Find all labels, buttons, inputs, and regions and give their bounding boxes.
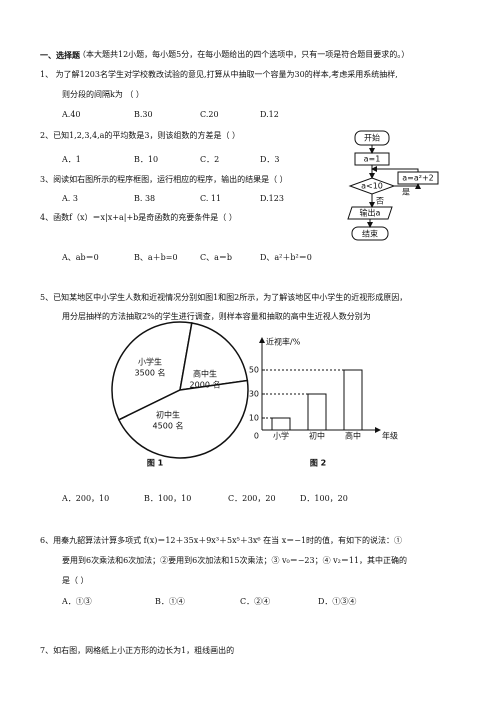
question-text: 要用到6次乘法和6次加法；②要用到6次加法和15次乘法；③ v₀＝−23；④ v… (62, 556, 408, 565)
option: B．10 (134, 155, 159, 164)
flow-text: 结束 (362, 229, 378, 239)
figure-caption: 图 1 (147, 459, 164, 468)
option: C．②④ (240, 597, 271, 606)
option: D.123 (260, 194, 284, 203)
option: B．①④ (155, 597, 185, 606)
question-text: 2、已知1,2,3,4,a的平均数是3，则该组数的方差是（ ） (40, 131, 241, 140)
option: A．1 (62, 155, 81, 164)
flow-text: 开始 (364, 133, 380, 143)
question-text: 6、用秦九韶算法计算多项式 f(x)＝12＋35x＋9x³＋5x⁵＋3x⁶ 在当… (40, 536, 403, 545)
question-text: 是（ ） (62, 576, 89, 585)
option: A．200，10 (62, 494, 110, 503)
option: C. 11 (200, 194, 222, 203)
flow-text: 否 (376, 197, 384, 206)
question-text: 4、函数f（x）＝x|x+a|+b是奇函数的充要条件是（ ） (40, 213, 237, 222)
question-text: 1、 为了解1203名学生对学校教改试验的意见,打算从中抽取一个容量为30的样本… (40, 70, 398, 79)
question-text: 3、阅读如右图所示的程序框图，运行相应的程序，输出的结果是（ ） (40, 175, 288, 184)
option: D、a²＋b²＝0 (260, 253, 312, 262)
bar (307, 393, 327, 431)
option: C．2 (200, 155, 220, 164)
pie-slice (179, 322, 249, 391)
x-tick-label: 小学 (273, 431, 289, 441)
slice-label: 小学生 (138, 357, 162, 367)
x-tick-label: 初中 (309, 431, 325, 441)
option: D.12 (260, 110, 279, 119)
slice-label: 高中生 (193, 369, 217, 379)
option: B. 38 (134, 194, 156, 203)
arrow (394, 183, 421, 189)
option: A. 3 (62, 194, 78, 203)
bar (271, 417, 291, 431)
option: B．100，10 (144, 494, 192, 503)
pie-slice (111, 321, 193, 421)
option: A、ab＝0 (62, 253, 99, 262)
option: C、a＝b (200, 253, 233, 262)
instructions: （本大题共12小题，每小题5分，在每小题给出的四个选项中，只有一项是符合题目要求… (78, 50, 410, 59)
question-text: 则分段的间隔k为 （ ） (62, 90, 144, 99)
y-tick-label: 0 (254, 432, 259, 441)
flow-text: a<10 (361, 182, 383, 191)
question-text: 5、已知某地区中小学生人数和近视情况分别如图1和图2所示，为了解该地区中小学生的… (40, 293, 408, 302)
flow-text: a=a²+2 (402, 174, 434, 183)
slice-label: 初中生 (156, 410, 180, 420)
slice-value: 4500 名 (153, 421, 184, 431)
option: C．200，20 (228, 494, 276, 503)
option: A．①③ (62, 597, 92, 606)
x-tick-label: 高中 (345, 431, 361, 441)
y-tick-label: 10 (249, 414, 259, 423)
flow-text: a=1 (364, 155, 381, 164)
flow-text: 输出a (360, 208, 381, 218)
x-axis-label: 年级 (382, 431, 398, 441)
question-text: 用分层抽样的方法抽取2%的学生进行调查，则样本容量和抽取的高中生近视人数分别为 (62, 312, 371, 321)
slice-value: 3500 名 (135, 368, 166, 378)
option: B、a＋b=0 (134, 253, 178, 262)
option: D．3 (260, 155, 280, 164)
arrow (371, 166, 419, 172)
bar (343, 369, 363, 431)
option: C.20 (200, 110, 219, 119)
option: D．100，20 (300, 494, 348, 503)
question-text: 7、如右图，网格纸上小正方形的边长为1，粗线画出的 (40, 646, 235, 655)
slice-value: 2000 名 (190, 380, 221, 390)
pie-slice (117, 379, 249, 459)
section-title: 一、选择题 (40, 50, 80, 60)
output-box (347, 206, 393, 220)
y-tick-label: 50 (249, 366, 259, 375)
y-axis-label: 近视率/% (266, 337, 301, 347)
option: A.40 (62, 110, 81, 119)
option: D．①③④ (318, 597, 357, 606)
flowchart (347, 130, 439, 241)
figure-caption: 图 2 (310, 459, 326, 468)
flow-text: 是 (402, 188, 410, 197)
option: B.30 (134, 110, 153, 119)
y-tick-label: 30 (249, 390, 259, 399)
